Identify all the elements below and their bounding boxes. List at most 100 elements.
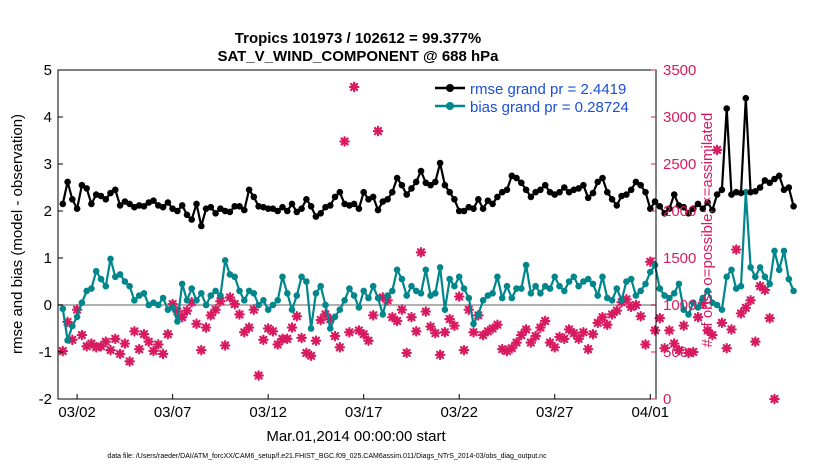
obs-count-point — [296, 332, 307, 344]
bias-point — [360, 287, 368, 295]
obs-count-point — [195, 344, 207, 356]
obs-count-point — [320, 309, 331, 320]
x-tick-label: 04/01 — [631, 404, 669, 421]
bias-point — [594, 292, 601, 299]
bias-point — [274, 297, 282, 304]
rmse-point — [107, 189, 114, 197]
bias-point — [537, 290, 544, 297]
obs-count-point — [625, 301, 637, 313]
bias-point — [613, 285, 621, 292]
bias-point — [747, 264, 754, 271]
obs-count-point — [100, 336, 112, 347]
bias-point — [432, 290, 439, 297]
rmse-point — [775, 172, 783, 180]
obs-count-point — [516, 329, 527, 341]
obs-count-point — [430, 327, 441, 339]
bias-point — [642, 280, 649, 288]
obs-count-point — [291, 310, 303, 322]
obs-count-point — [439, 326, 451, 338]
bias-point — [217, 292, 224, 299]
obs-count-point — [410, 326, 422, 337]
bias-point — [116, 271, 124, 278]
y2-tick-label: 500 — [663, 344, 688, 361]
x-tick-label: 03/02 — [58, 404, 96, 421]
obs-count-point — [558, 333, 570, 345]
rmse-point — [59, 200, 67, 208]
rmse-point — [307, 203, 315, 210]
bias-point — [704, 287, 711, 295]
rmse-point — [331, 193, 339, 201]
rmse-point — [756, 184, 764, 191]
rmse-point — [503, 186, 511, 194]
obs-count-point — [253, 370, 264, 381]
bias-point — [556, 282, 563, 290]
obs-count-point — [167, 298, 178, 310]
bias-point — [188, 285, 195, 292]
rmse-point — [403, 191, 411, 198]
obs-count-point — [434, 349, 446, 361]
y2-tick-label: 3000 — [663, 109, 696, 126]
rmse-point — [685, 210, 692, 217]
rmse-point — [178, 202, 186, 209]
bias-point — [174, 318, 181, 325]
rmse-point — [298, 205, 305, 212]
bias-point — [441, 306, 449, 314]
obs-count-point — [229, 298, 241, 310]
obs-count-point — [396, 304, 408, 315]
obs-count-point — [372, 125, 384, 137]
rmse-point — [164, 199, 172, 206]
bias-point — [532, 282, 539, 290]
obs-count-point — [453, 291, 465, 302]
obs-count-point — [535, 322, 546, 333]
rmse-point — [73, 205, 81, 212]
bias-point — [250, 290, 258, 297]
obs-count-point — [477, 329, 489, 341]
bias-point — [694, 304, 702, 311]
bias-point — [317, 282, 325, 290]
obs-count-point — [310, 335, 322, 347]
obs-count-point — [176, 311, 188, 323]
obs-count-point — [238, 326, 250, 338]
y2-tick-label: 1000 — [663, 297, 696, 314]
rmse-point — [436, 159, 444, 167]
obs-count-point — [563, 324, 575, 335]
data-file-footnote: data file: /Users/raeder/DAI/ATM_forcXX/… — [107, 453, 547, 460]
obs-count-point — [367, 310, 379, 321]
obs-count-point — [62, 316, 73, 328]
bias-point — [126, 282, 133, 290]
bias-point — [756, 264, 764, 271]
rmse-point — [126, 200, 133, 208]
bias-point — [775, 266, 783, 274]
rmse-point — [670, 191, 678, 198]
bias-point — [785, 275, 793, 283]
bias-point — [417, 290, 425, 297]
bias-point — [546, 285, 554, 292]
obs-count-point — [764, 312, 775, 324]
bias-point — [627, 275, 635, 283]
bias-line — [61, 191, 795, 342]
rmse-point — [584, 194, 592, 202]
rmse-point — [398, 181, 406, 189]
bias-point — [73, 313, 81, 321]
rmse-point — [427, 181, 434, 189]
obs-count-point — [611, 305, 623, 316]
obs-count-point — [215, 295, 226, 307]
bias-point — [212, 287, 219, 295]
bias-point — [159, 294, 167, 302]
bias-point — [331, 313, 339, 321]
rmse-point — [83, 185, 90, 192]
bias-point — [508, 294, 516, 302]
obs-count-point — [654, 312, 666, 324]
obs-count-point — [353, 325, 365, 336]
rmse-point — [575, 185, 582, 192]
obs-count-point — [721, 342, 732, 354]
obs-count-point — [511, 337, 522, 348]
bias-point — [327, 325, 334, 332]
obs-count-point — [90, 342, 102, 353]
rmse-point — [207, 203, 215, 211]
rmse-point — [183, 211, 191, 219]
obs-count-point — [597, 311, 608, 323]
bias-point — [198, 290, 205, 297]
rmse-point — [293, 208, 301, 216]
y2-tick-label: 0 — [663, 391, 671, 408]
